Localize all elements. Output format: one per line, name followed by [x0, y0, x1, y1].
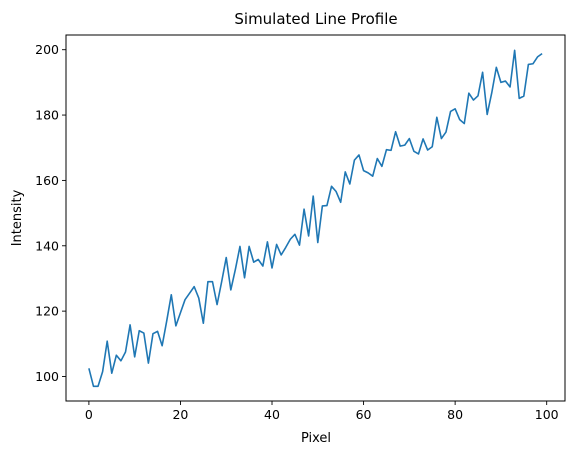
y-tick-label: 120 [35, 304, 59, 319]
x-axis-ticks: 0 20 40 60 80 100 [85, 401, 559, 422]
y-tick-label: 180 [35, 108, 59, 123]
chart-title: Simulated Line Profile [234, 10, 397, 28]
y-tick-label: 100 [35, 369, 59, 384]
x-tick-label: 20 [172, 407, 188, 422]
plot-frame [65, 34, 566, 402]
y-axis-ticks: 100 120 140 160 180 200 [35, 42, 66, 384]
plot-area [88, 49, 543, 388]
y-tick-label: 200 [35, 42, 59, 57]
y-tick-label: 160 [35, 173, 59, 188]
x-tick-label: 0 [85, 407, 93, 422]
x-tick-label: 60 [356, 407, 372, 422]
series-line-0 [88, 49, 543, 388]
y-axis-label: Intensity [10, 189, 25, 246]
x-tick-label: 100 [535, 407, 559, 422]
y-tick-label: 140 [35, 238, 59, 253]
x-tick-label: 40 [264, 407, 280, 422]
x-tick-label: 80 [447, 407, 463, 422]
x-axis-label: Pixel [301, 431, 331, 446]
